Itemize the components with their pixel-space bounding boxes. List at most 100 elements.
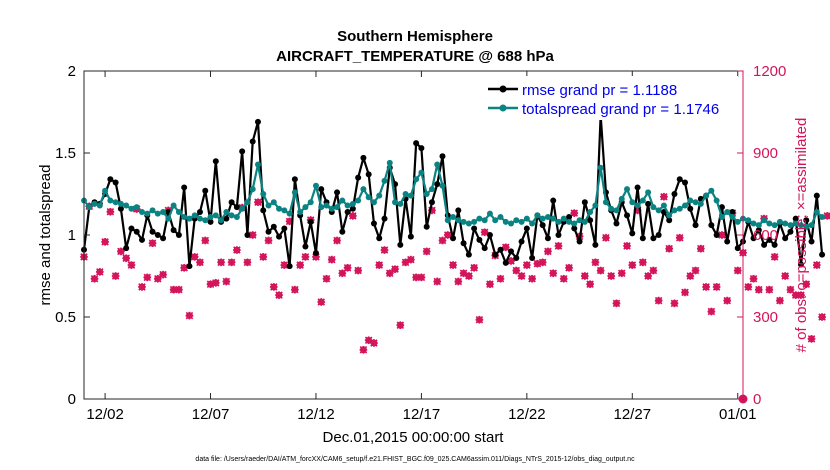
y-left-axis-label: rmse and totalspread <box>37 165 54 306</box>
totalspread-point <box>308 199 314 205</box>
rmse-point <box>181 184 187 190</box>
rmse-point <box>476 237 482 243</box>
series-layer <box>80 112 830 403</box>
totalspread-point <box>281 207 287 213</box>
rmse-point <box>629 230 635 236</box>
rmse-point <box>366 171 372 177</box>
totalspread-point <box>171 202 177 208</box>
rmse-point <box>134 229 140 235</box>
rmse-point <box>650 235 656 241</box>
rmse-point <box>555 232 561 238</box>
obs-assimilated-point <box>486 280 494 288</box>
totalspread-point <box>239 206 245 212</box>
rmse-point <box>461 240 467 246</box>
obs-assimilated-point <box>449 261 457 269</box>
rmse-point <box>687 206 693 212</box>
rmse-point <box>782 235 788 241</box>
obs-assimilated-point <box>354 267 362 275</box>
totalspread-point <box>192 212 198 218</box>
totalspread-point <box>650 204 656 210</box>
totalspread-point <box>687 198 693 204</box>
rmse-point <box>313 250 319 256</box>
obs-assimilated-point <box>660 193 668 201</box>
obs-assimilated-point <box>771 253 779 261</box>
totalspread-point <box>719 214 725 220</box>
obs-assimilated-point <box>781 272 789 280</box>
rmse-point <box>671 191 677 197</box>
totalspread-point <box>160 209 166 215</box>
obs-assimilated-point <box>476 316 484 324</box>
legend-spread-marker <box>500 105 507 112</box>
totalspread-point <box>645 189 651 195</box>
totalspread-point <box>635 202 641 208</box>
rmse-point <box>540 222 546 228</box>
totalspread-point <box>529 221 535 227</box>
rmse-point <box>255 119 261 125</box>
obs-assimilated-point <box>723 297 731 305</box>
totalspread-point <box>123 202 129 208</box>
rmse-point <box>382 216 388 222</box>
totalspread-point <box>429 186 435 192</box>
totalspread-point <box>508 221 514 227</box>
totalspread-point <box>534 212 540 218</box>
obs-assimilated-point <box>818 313 826 321</box>
rmse-point <box>577 239 583 245</box>
obs-assimilated-point <box>396 321 404 329</box>
obs-assimilated-point <box>618 269 626 277</box>
obs-assimilated-point <box>665 245 673 253</box>
totalspread-point <box>413 176 419 182</box>
obs-assimilated-point <box>813 261 821 269</box>
totalspread-point <box>424 191 430 197</box>
totalspread-point <box>482 217 488 223</box>
obs-assimilated-point <box>149 239 157 247</box>
totalspread-point <box>255 161 261 167</box>
totalspread-point <box>766 221 772 227</box>
x-axis-ticks: 12/02 12/07 12/12 12/17 12/22 12/27 01/01 <box>86 71 756 423</box>
rmse-point <box>434 181 440 187</box>
totalspread-point <box>445 217 451 223</box>
obs-assimilated-point <box>228 258 236 266</box>
y-left-axis-ticks: 00.511.52 <box>55 63 90 408</box>
obs-assimilated-point <box>755 286 763 294</box>
rmse-point <box>107 176 113 182</box>
totalspread-point <box>497 214 503 220</box>
rmse-point <box>234 204 240 210</box>
obs-assimilated-point <box>244 258 252 266</box>
rmse-point <box>229 199 235 205</box>
rmse-point <box>487 232 493 238</box>
totalspread-point <box>608 206 614 212</box>
totalspread-point <box>208 214 214 220</box>
rmse-point <box>424 224 430 230</box>
obs-assimilated-point <box>523 261 531 269</box>
totalspread-point <box>387 160 393 166</box>
totalspread-point <box>471 219 477 225</box>
totalspread-point <box>165 216 171 222</box>
totalspread-point <box>503 219 509 225</box>
obs-assimilated-point <box>101 238 109 246</box>
totalspread-point <box>592 202 598 208</box>
totalspread-point <box>613 207 619 213</box>
totalspread-point <box>408 193 414 199</box>
totalspread-point <box>86 204 92 210</box>
y-right-tick-label: 1200 <box>753 63 786 80</box>
x-tick-label: 12/12 <box>297 406 335 423</box>
obs-assimilated-point <box>497 275 505 283</box>
totalspread-point <box>434 161 440 167</box>
rmse-point <box>471 225 477 231</box>
obs-assimilated-point <box>708 308 716 316</box>
obs-assimilated-point <box>671 299 679 307</box>
totalspread-point <box>561 216 567 222</box>
y-left-tick-label: 1.5 <box>55 145 76 162</box>
y-right-tick-label: 600 <box>753 227 778 244</box>
totalspread-point <box>682 202 688 208</box>
totalspread-point <box>545 214 551 220</box>
legend-rmse-marker <box>500 86 507 93</box>
chart-title: Southern Hemisphere <box>337 28 493 45</box>
totalspread-point <box>271 199 277 205</box>
rmse-point <box>708 222 714 228</box>
rmse-point <box>429 199 435 205</box>
totalspread-point <box>629 199 635 205</box>
rmse-point <box>360 155 366 161</box>
rmse-point <box>244 232 250 238</box>
rmse-point <box>171 227 177 233</box>
